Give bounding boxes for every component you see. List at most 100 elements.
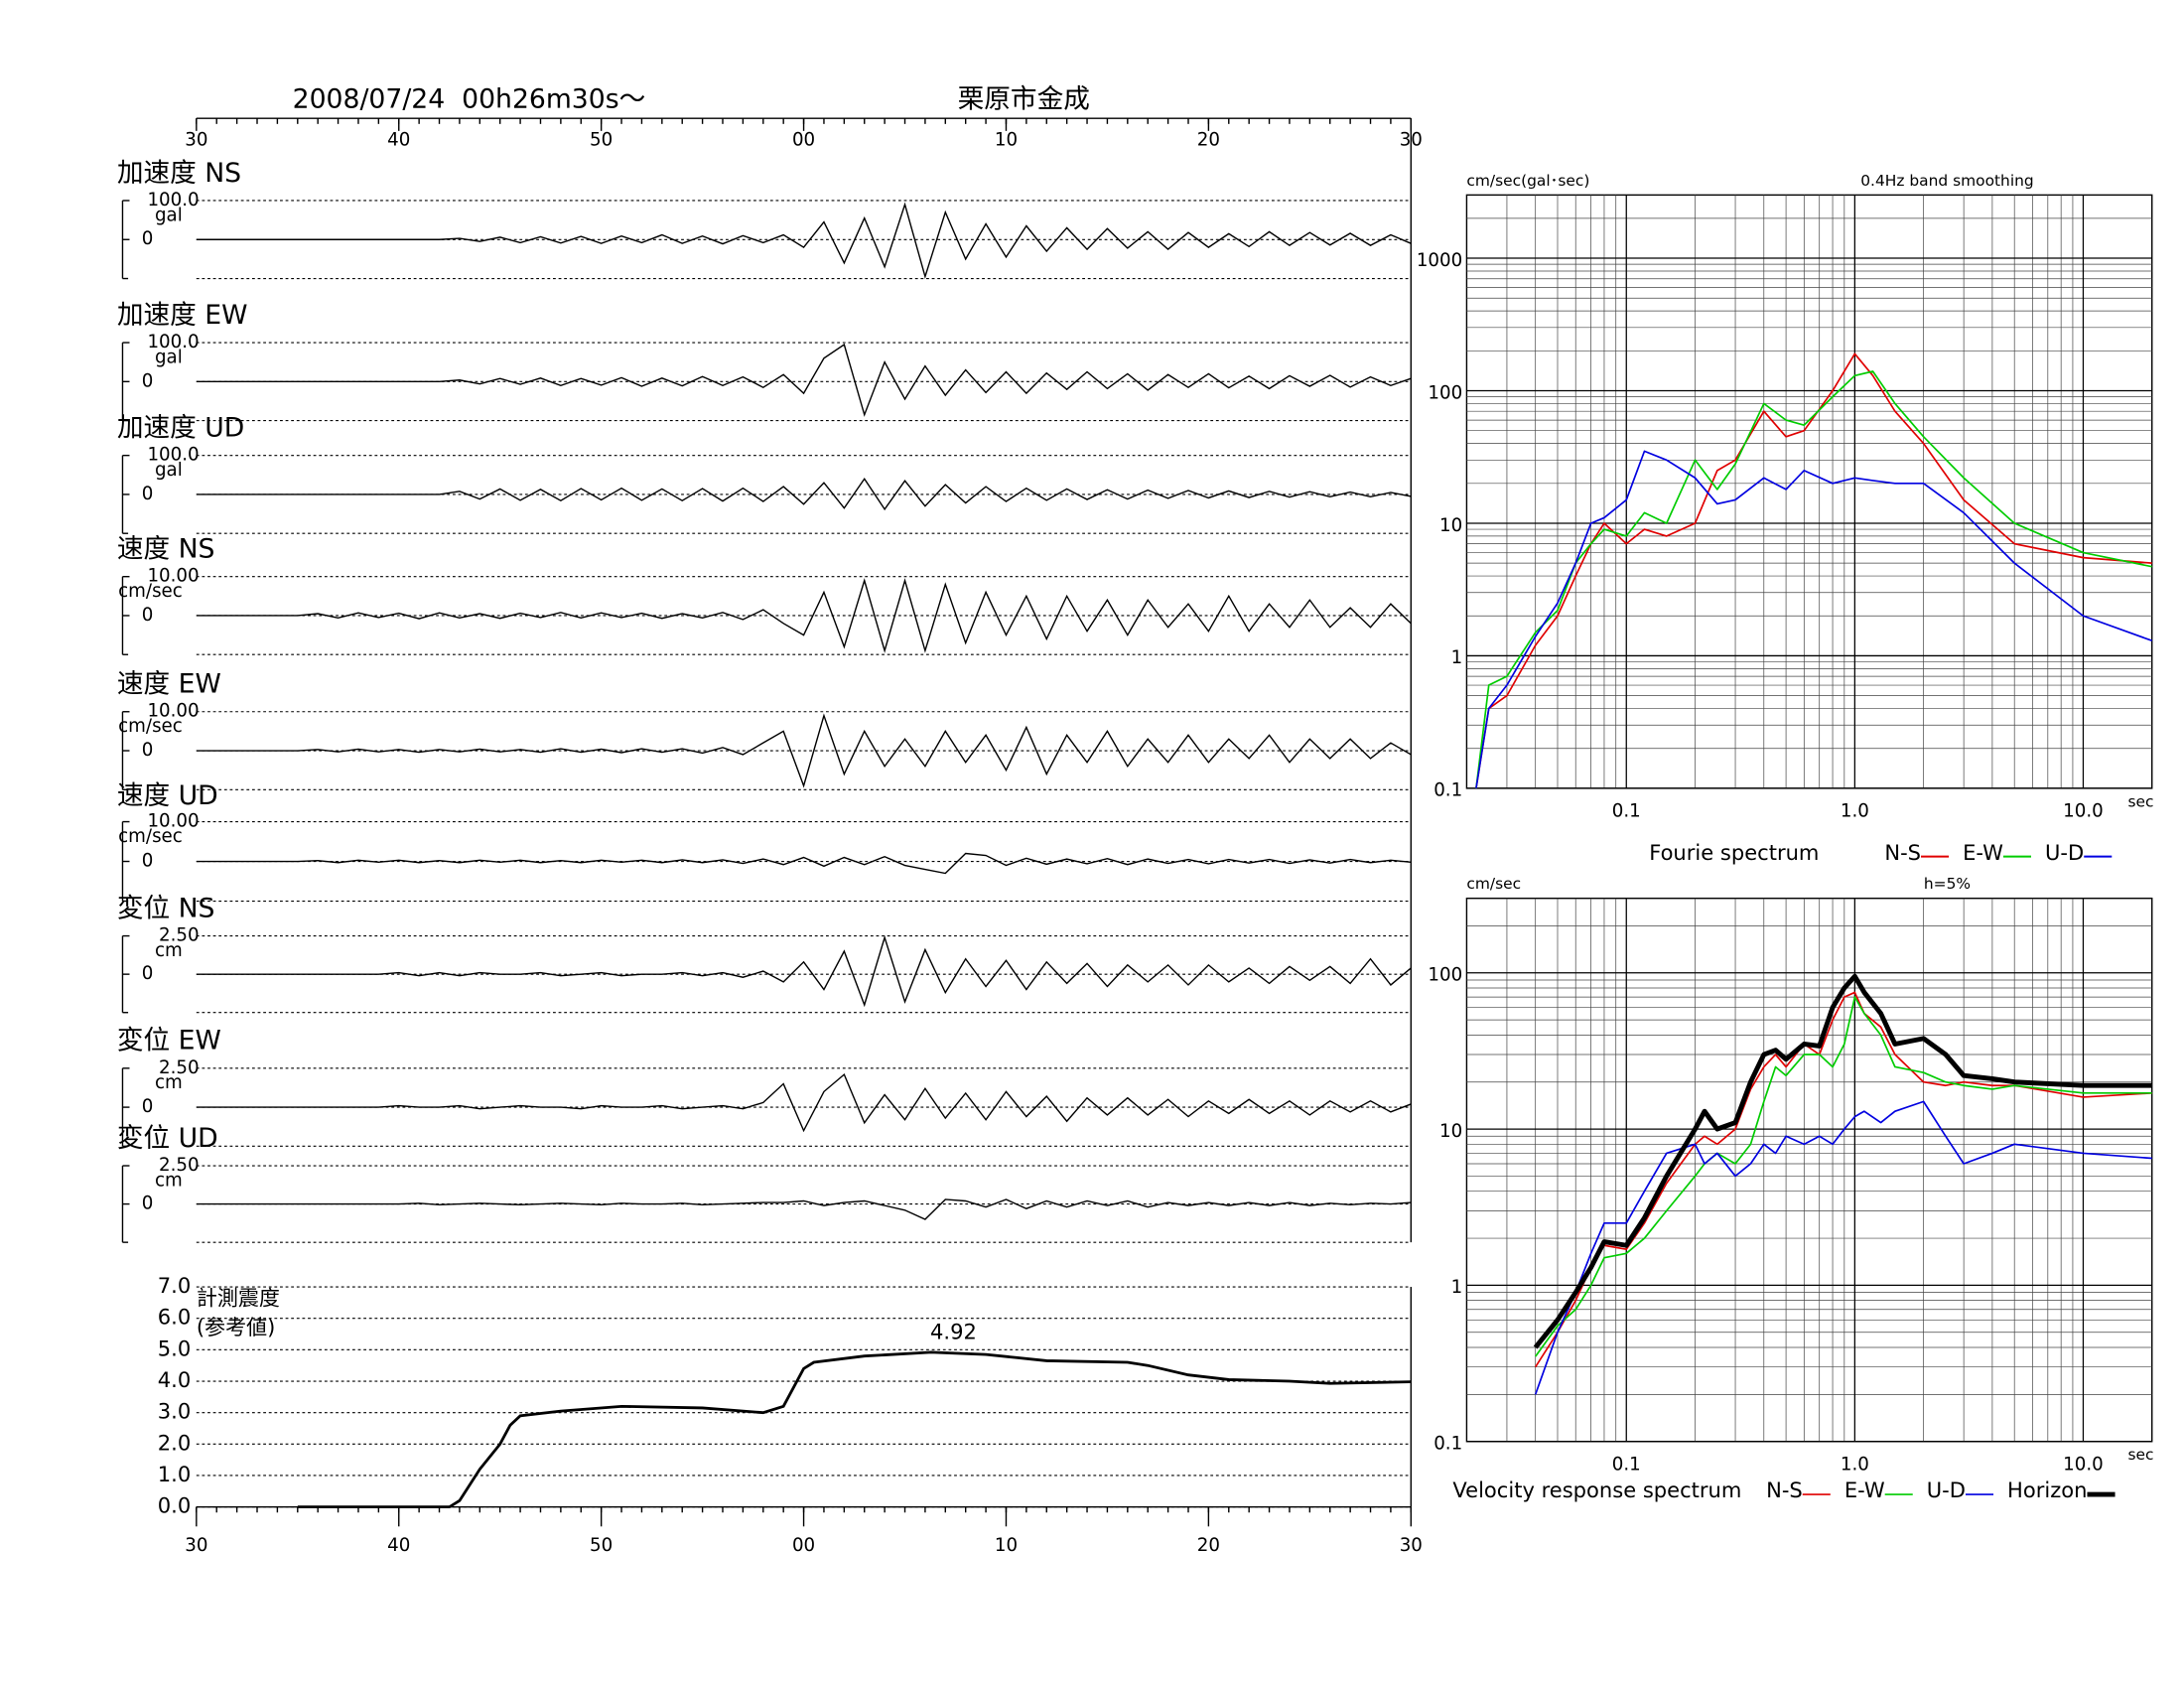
waveform bbox=[196, 202, 1412, 280]
y-tick-label: 6.0 bbox=[158, 1305, 191, 1330]
record-datetime: 2008/07/24 00h26m30s～ bbox=[293, 83, 646, 114]
waveform bbox=[196, 578, 1412, 653]
y-tick-label: 100 bbox=[1428, 382, 1462, 403]
annotation: 4.92 bbox=[930, 1319, 977, 1343]
y-tick-label: 2.50 bbox=[159, 925, 200, 946]
y-tick-label: 0 bbox=[142, 228, 154, 249]
plot-frame bbox=[1465, 194, 2153, 789]
y-tick-label: 0 bbox=[142, 851, 154, 872]
waveform bbox=[196, 1072, 1412, 1133]
y-tick-label: 0 bbox=[142, 484, 154, 504]
legend-label: E-W bbox=[1844, 1477, 1885, 1502]
legend-label: Horizon bbox=[2007, 1477, 2087, 1502]
panel-label: 速度 UD bbox=[117, 780, 218, 811]
x-tick-label: 00 bbox=[792, 130, 815, 151]
y-tick-label: 1 bbox=[1451, 1277, 1463, 1298]
x-tick-label: 10.0 bbox=[2063, 801, 2104, 822]
y-tick-label: 7.0 bbox=[158, 1273, 191, 1298]
station-name: 栗原市金成 bbox=[958, 83, 1090, 114]
panel-label: 速度 NS bbox=[117, 534, 215, 565]
subtitle: 0.4Hz band smoothing bbox=[1860, 172, 2033, 190]
x-tick-label: 30 bbox=[185, 130, 207, 151]
unit-label: cm/sec bbox=[118, 716, 183, 737]
x-tick-label: 10.0 bbox=[2063, 1455, 2104, 1476]
y-tick-label: 100.0 bbox=[147, 190, 199, 211]
y-tick-label: 0.1 bbox=[1433, 1434, 1462, 1455]
x-tick-label: 00 bbox=[792, 1535, 815, 1556]
y-axis-label: (参考値) bbox=[197, 1315, 276, 1339]
y-tick-label: 0.0 bbox=[158, 1493, 191, 1518]
x-tick-label: 0.1 bbox=[1612, 1455, 1641, 1476]
y-axis-label: 計測震度 bbox=[197, 1286, 280, 1311]
y-tick-label: 1000 bbox=[1417, 250, 1462, 271]
spectrum-line bbox=[1534, 991, 2152, 1368]
x-axis-label: sec bbox=[2127, 1446, 2153, 1464]
x-tick-label: 30 bbox=[185, 1535, 207, 1556]
y-tick-label: 0 bbox=[142, 1194, 154, 1214]
subtitle: h=5% bbox=[1924, 875, 1971, 893]
unit-label: cm bbox=[155, 940, 183, 961]
y-tick-label: 10.00 bbox=[147, 811, 199, 832]
intensity-line bbox=[297, 1350, 1412, 1509]
spectrum-line bbox=[1475, 450, 2153, 789]
x-tick-label: 1.0 bbox=[1841, 801, 1869, 822]
x-tick-label: 10 bbox=[995, 130, 1018, 151]
spectrum-line bbox=[1533, 973, 2152, 1349]
y-axis-label: cm/sec(gal･sec) bbox=[1466, 172, 1589, 190]
waveform bbox=[196, 934, 1412, 1008]
y-tick-label: 4.0 bbox=[158, 1367, 191, 1392]
y-tick-label: 100 bbox=[1428, 965, 1462, 986]
waveform bbox=[196, 477, 1412, 511]
y-tick-label: 10.00 bbox=[147, 566, 199, 587]
x-tick-label: 50 bbox=[590, 130, 613, 151]
y-tick-label: 0 bbox=[142, 1096, 154, 1117]
unit-label: cm bbox=[155, 1170, 183, 1191]
y-tick-label: 0 bbox=[142, 740, 154, 761]
panel-label: 変位 NS bbox=[117, 893, 215, 923]
legend-title: Velocity response spectrum bbox=[1452, 1477, 1741, 1502]
y-tick-label: 0 bbox=[142, 370, 154, 391]
panel-label: 加速度 NS bbox=[117, 158, 241, 189]
legend-label: E-W bbox=[1963, 840, 2003, 865]
legend-title: Fourie spectrum bbox=[1649, 840, 1819, 865]
y-axis-label: cm/sec bbox=[1466, 875, 1521, 893]
y-tick-label: 3.0 bbox=[158, 1399, 191, 1424]
y-tick-label: 0 bbox=[142, 963, 154, 984]
x-tick-label: 50 bbox=[590, 1535, 613, 1556]
unit-label: gal bbox=[155, 460, 183, 481]
x-tick-label: 1.0 bbox=[1841, 1455, 1869, 1476]
y-tick-label: 10 bbox=[1439, 1121, 1462, 1142]
spectrum-line bbox=[1475, 370, 2152, 788]
panel-label: 変位 EW bbox=[117, 1026, 221, 1056]
x-tick-label: 20 bbox=[1197, 1535, 1220, 1556]
y-tick-label: 100.0 bbox=[147, 445, 199, 466]
y-tick-label: 100.0 bbox=[147, 332, 199, 352]
x-tick-label: 0.1 bbox=[1612, 801, 1641, 822]
legend-label: N-S bbox=[1884, 840, 1921, 865]
y-tick-label: 0.1 bbox=[1433, 780, 1462, 801]
unit-label: cm/sec bbox=[118, 826, 183, 847]
panel-label: 加速度 EW bbox=[117, 300, 248, 331]
y-tick-label: 0 bbox=[142, 605, 154, 626]
unit-label: cm bbox=[155, 1072, 183, 1093]
y-tick-label: 1.0 bbox=[158, 1462, 191, 1486]
panel-label: 加速度 UD bbox=[117, 413, 244, 444]
unit-label: gal bbox=[155, 347, 183, 367]
y-tick-label: 2.50 bbox=[159, 1155, 200, 1176]
x-axis-label: sec bbox=[2127, 792, 2153, 810]
panel-label: 速度 EW bbox=[117, 669, 221, 700]
legend-label: U-D bbox=[2045, 840, 2084, 865]
x-tick-label: 20 bbox=[1197, 130, 1220, 151]
y-tick-label: 5.0 bbox=[158, 1336, 191, 1360]
legend-label: U-D bbox=[1927, 1477, 1966, 1502]
y-tick-label: 2.50 bbox=[159, 1057, 200, 1078]
plot-frame bbox=[1465, 898, 2153, 1443]
waveform bbox=[196, 852, 1412, 875]
waveform bbox=[196, 713, 1412, 788]
x-tick-label: 40 bbox=[387, 1535, 410, 1556]
y-tick-label: 10.00 bbox=[147, 701, 199, 722]
y-tick-label: 1 bbox=[1451, 647, 1463, 668]
x-tick-label: 30 bbox=[1400, 1535, 1423, 1556]
x-tick-label: 40 bbox=[387, 130, 410, 151]
